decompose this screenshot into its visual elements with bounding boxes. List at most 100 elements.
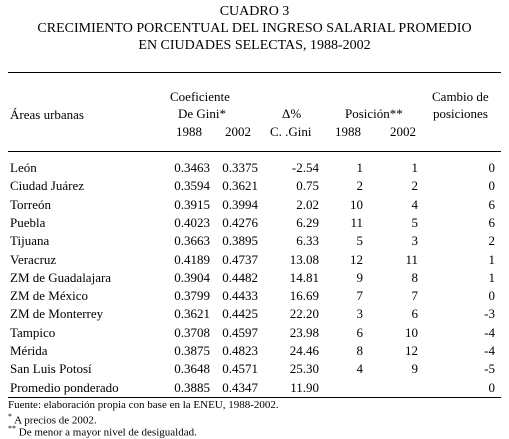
cell-position-2002: 5 — [411, 214, 419, 230]
cell-area: Tijuana — [10, 233, 50, 249]
cell-area: ZM de Monterrey — [10, 306, 104, 322]
cell-delta: 25.30 — [289, 361, 319, 377]
cell-cambio: -4 — [484, 324, 495, 340]
top-rule — [8, 72, 501, 73]
table-title-line-2: EN CIUDADES SELECTAS, 1988-2002 — [138, 38, 371, 53]
source-note: Fuente: elaboración propia con base en l… — [8, 399, 279, 411]
cell-delta: 24.46 — [289, 343, 319, 358]
cell-position-2002: 6 — [411, 306, 419, 322]
cell-area: Ciudad Juárez — [10, 178, 85, 194]
cell-gini-1988: 0.3885 — [174, 379, 210, 395]
cell-gini-2002: 0.4823 — [222, 343, 258, 358]
cell-cambio: -3 — [484, 306, 495, 322]
footnote-2: ** De menor a mayor nivel de desigualdad… — [8, 423, 197, 439]
cell-gini-1988: 0.3708 — [174, 324, 210, 340]
header-rule — [8, 151, 501, 152]
cell-position-1988: 12 — [350, 251, 363, 267]
cell-position-1988: 9 — [356, 269, 364, 285]
footnote-2-text: De menor a mayor nivel de desigualdad. — [16, 426, 197, 439]
header-delta-top: Δ% — [282, 106, 302, 121]
cell-gini-2002: 0.4571 — [222, 361, 258, 377]
cell-position-2002: 9 — [411, 361, 419, 377]
cell-area: San Luis Potosí — [10, 361, 92, 377]
cell-position-1988: 5 — [356, 233, 364, 249]
header-position-1988: 1988 — [335, 124, 361, 139]
cell-gini-1988: 0.4189 — [174, 251, 210, 267]
cell-gini-2002: 0.3375 — [222, 160, 258, 175]
cell-gini-2002: 0.4433 — [222, 288, 258, 304]
cell-position-2002: 10 — [405, 324, 418, 340]
cell-gini-1988: 0.3915 — [174, 196, 210, 212]
cell-delta: 11.90 — [290, 379, 319, 395]
cell-cambio: 0 — [488, 160, 496, 175]
footnote-1: * A precios de 2002. — [8, 411, 97, 427]
cell-cambio: 6 — [488, 196, 496, 212]
table-title-line-1: CRECIMIENTO PORCENTUAL DEL INGRESO SALAR… — [37, 21, 472, 36]
header-areas: Áreas urbanas — [10, 107, 84, 122]
cell-cambio: 0 — [488, 178, 496, 194]
header-gini-mid: De Gini* — [178, 106, 227, 121]
cell-gini-2002: 0.4276 — [222, 214, 258, 230]
cell-position-1988: 6 — [356, 324, 364, 340]
header-position-top: Posición** — [345, 106, 403, 121]
cell-area: ZM de México — [10, 288, 88, 304]
cell-gini-1988: 0.3875 — [174, 343, 210, 358]
cell-cambio: 1 — [488, 251, 496, 267]
header-gini-2002: 2002 — [225, 124, 251, 139]
cell-area: Mérida — [10, 343, 48, 358]
cell-position-1988: 10 — [350, 196, 363, 212]
cell-position-1988: 11 — [350, 214, 363, 230]
cell-gini-2002: 0.4482 — [222, 269, 258, 285]
cell-delta: 14.81 — [289, 269, 319, 285]
cell-position-1988: 4 — [356, 361, 364, 377]
cell-gini-2002: 0.4597 — [222, 324, 258, 340]
footnote-2-mark: ** — [8, 424, 16, 433]
header-gini-1988: 1988 — [176, 124, 202, 139]
cell-delta: 6.29 — [296, 214, 319, 230]
cell-position-1988: 3 — [356, 306, 364, 322]
cell-delta: 22.20 — [289, 306, 319, 322]
cell-gini-1988: 0.3904 — [174, 269, 210, 285]
cell-delta: 0.75 — [296, 178, 319, 194]
cell-position-2002: 8 — [411, 269, 419, 285]
header-delta-bottom: C. .Gini — [270, 124, 312, 139]
cell-gini-2002: 0.4737 — [222, 251, 258, 267]
header-cambio-top: Cambio de — [432, 89, 489, 104]
cell-cambio: -5 — [484, 361, 495, 377]
cell-gini-1988: 0.4023 — [174, 214, 210, 230]
table-number: CUADRO 3 — [219, 4, 290, 19]
cell-gini-2002: 0.3895 — [222, 233, 258, 249]
cell-area: León — [10, 160, 37, 175]
cell-area: Torreón — [10, 196, 51, 212]
cell-area: Puebla — [10, 214, 46, 230]
cell-gini-2002: 0.4347 — [222, 379, 258, 395]
cell-area: Tampico — [10, 324, 56, 340]
cell-position-2002: 7 — [411, 288, 419, 304]
cell-delta: 23.98 — [289, 324, 319, 340]
cell-position-1988: 7 — [356, 288, 364, 304]
cell-gini-1988: 0.3648 — [174, 361, 210, 377]
cell-delta: 2.02 — [296, 196, 319, 212]
cell-position-1988: 8 — [356, 343, 364, 358]
cell-cambio: 1 — [488, 269, 496, 285]
cell-area: Veracruz — [10, 251, 57, 267]
cell-position-2002: 12 — [405, 343, 418, 358]
cell-cambio: -4 — [484, 343, 495, 358]
cell-gini-2002: 0.4425 — [222, 306, 258, 322]
cell-cambio: 0 — [488, 379, 496, 395]
footnote-1-text: A precios de 2002. — [12, 414, 97, 427]
cell-gini-1988: 0.3663 — [174, 233, 210, 249]
cell-gini-2002: 0.3994 — [222, 196, 258, 212]
cell-position-2002: 3 — [411, 233, 419, 249]
cell-area: ZM de Guadalajara — [10, 269, 112, 285]
cell-cambio: 2 — [488, 233, 496, 249]
cell-position-2002: 11 — [405, 251, 418, 267]
bottom-rule — [8, 397, 501, 398]
cell-cambio: 6 — [488, 214, 496, 230]
cell-position-2002: 4 — [411, 196, 419, 212]
cell-delta: 16.69 — [289, 288, 319, 304]
cell-position-1988: 2 — [356, 178, 364, 194]
cell-gini-2002: 0.3621 — [222, 178, 258, 194]
cell-position-1988: 1 — [356, 160, 364, 175]
